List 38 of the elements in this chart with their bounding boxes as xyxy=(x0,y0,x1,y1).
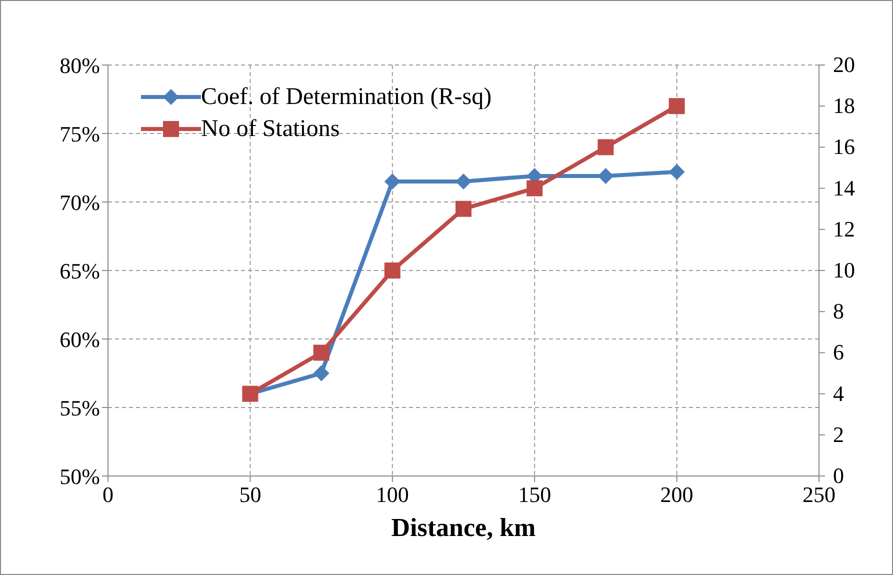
point xyxy=(526,180,543,196)
x-tick-label: 50 xyxy=(239,482,262,507)
y2-tick-label: 0 xyxy=(833,463,844,488)
y-tick-label: 50% xyxy=(60,464,100,489)
y-tick-label: 55% xyxy=(60,395,100,420)
x-tick-label: 0 xyxy=(102,482,114,507)
y2-tick-label: 20 xyxy=(833,52,855,77)
point xyxy=(668,98,685,114)
x-tick-label: 250 xyxy=(802,482,836,507)
point xyxy=(313,344,330,361)
y2-tick-label: 2 xyxy=(833,422,844,447)
x-tick-label: 100 xyxy=(376,482,409,507)
x-tick-label: 200 xyxy=(660,482,694,507)
point xyxy=(384,262,400,278)
legend-label: No of Stations xyxy=(201,116,340,142)
y2-tick-label: 14 xyxy=(833,175,855,200)
legend-label: Coef. of Determination (R-sq) xyxy=(201,84,492,110)
y2-tick-label: 18 xyxy=(833,93,855,118)
y-tick-label: 65% xyxy=(60,258,100,284)
y2-tick-label: 8 xyxy=(833,298,844,324)
point xyxy=(384,173,400,190)
y-tick-label: 70% xyxy=(60,190,100,215)
y2-tick-label: 10 xyxy=(833,258,855,282)
x-tick-label: 150 xyxy=(518,482,552,507)
point xyxy=(598,168,614,184)
y-tick-label: 75% xyxy=(60,121,100,146)
y2-tick-label: 16 xyxy=(833,134,855,160)
point xyxy=(598,139,614,156)
y2-tick-label: 12 xyxy=(833,216,855,242)
point xyxy=(456,173,472,190)
point xyxy=(313,365,330,382)
point xyxy=(456,200,472,217)
y2-tick-label: 6 xyxy=(833,340,844,365)
x-axis-title: Distance, km xyxy=(391,513,536,542)
point xyxy=(668,164,685,180)
y-tick-label: 80% xyxy=(60,52,100,78)
y2-tick-label: 4 xyxy=(833,380,844,406)
y-tick-label: 60% xyxy=(60,326,100,352)
